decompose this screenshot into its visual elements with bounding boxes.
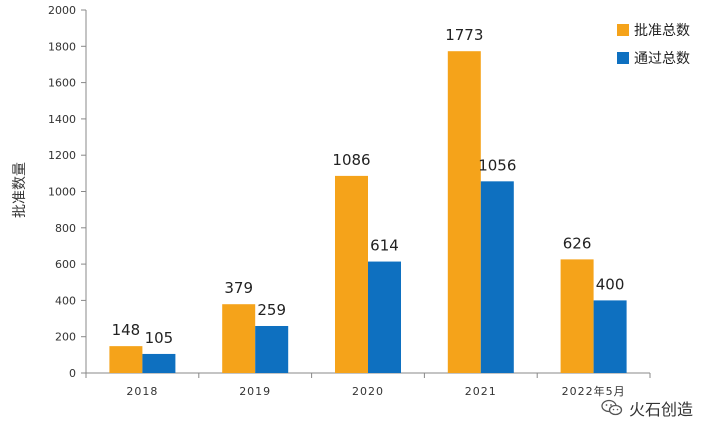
legend-label: 批准总数 xyxy=(634,23,690,39)
y-axis-title: 批准数量 xyxy=(12,162,28,218)
x-tick-label: 2019 xyxy=(239,385,271,398)
bar-approved xyxy=(109,346,143,373)
legend-swatch xyxy=(617,24,629,36)
x-tick-label: 2020 xyxy=(352,385,384,398)
wechat-icon xyxy=(601,399,623,416)
y-tick-label: 2000 xyxy=(48,4,76,17)
y-tick-label: 1200 xyxy=(48,149,76,162)
bar-passed xyxy=(255,325,289,373)
legend-label: 通过总数 xyxy=(634,51,690,67)
x-tick-label: 2021 xyxy=(465,385,497,398)
x-tick-label: 2018 xyxy=(126,385,158,398)
data-label: 614 xyxy=(370,237,399,255)
data-label: 1773 xyxy=(445,26,483,44)
y-tick-label: 1400 xyxy=(48,113,76,126)
y-tick-label: 400 xyxy=(55,294,76,307)
y-tick-label: 0 xyxy=(69,367,76,380)
watermark-text: 火石创造 xyxy=(628,400,693,419)
watermark: 火石创造 xyxy=(601,396,693,420)
bar-approved xyxy=(335,175,368,373)
x-tick-label: 2022年5月 xyxy=(562,384,626,398)
y-tick-label: 800 xyxy=(55,222,76,235)
bar-approved xyxy=(447,51,481,373)
bars xyxy=(109,51,627,373)
y-tick-label: 1800 xyxy=(48,40,76,53)
data-label: 1086 xyxy=(332,151,370,169)
bar-passed xyxy=(593,300,627,373)
data-label: 148 xyxy=(112,321,141,339)
data-label: 105 xyxy=(145,329,174,347)
bar-approved xyxy=(222,304,256,373)
value-labels: 148 379 1086 1773 626 105 259 614 1056 400 xyxy=(112,26,625,347)
bar-passed xyxy=(368,261,401,373)
data-label: 626 xyxy=(563,234,592,252)
y-tick-label: 600 xyxy=(55,258,76,271)
data-label: 1056 xyxy=(478,156,516,174)
data-label: 400 xyxy=(596,275,625,293)
data-label: 379 xyxy=(224,279,253,297)
bar-passed xyxy=(142,353,176,373)
y-tick-label: 1000 xyxy=(48,186,76,199)
axes: 0 200 400 600 800 1000 1200 1400 1600 1800 2000 201… xyxy=(48,4,651,398)
data-label: 259 xyxy=(257,301,286,319)
legend-swatch xyxy=(617,52,629,64)
bar-passed xyxy=(480,181,514,373)
y-tick-label: 1600 xyxy=(48,77,76,90)
y-tick-label: 200 xyxy=(55,331,76,344)
bar-approved xyxy=(560,259,594,373)
